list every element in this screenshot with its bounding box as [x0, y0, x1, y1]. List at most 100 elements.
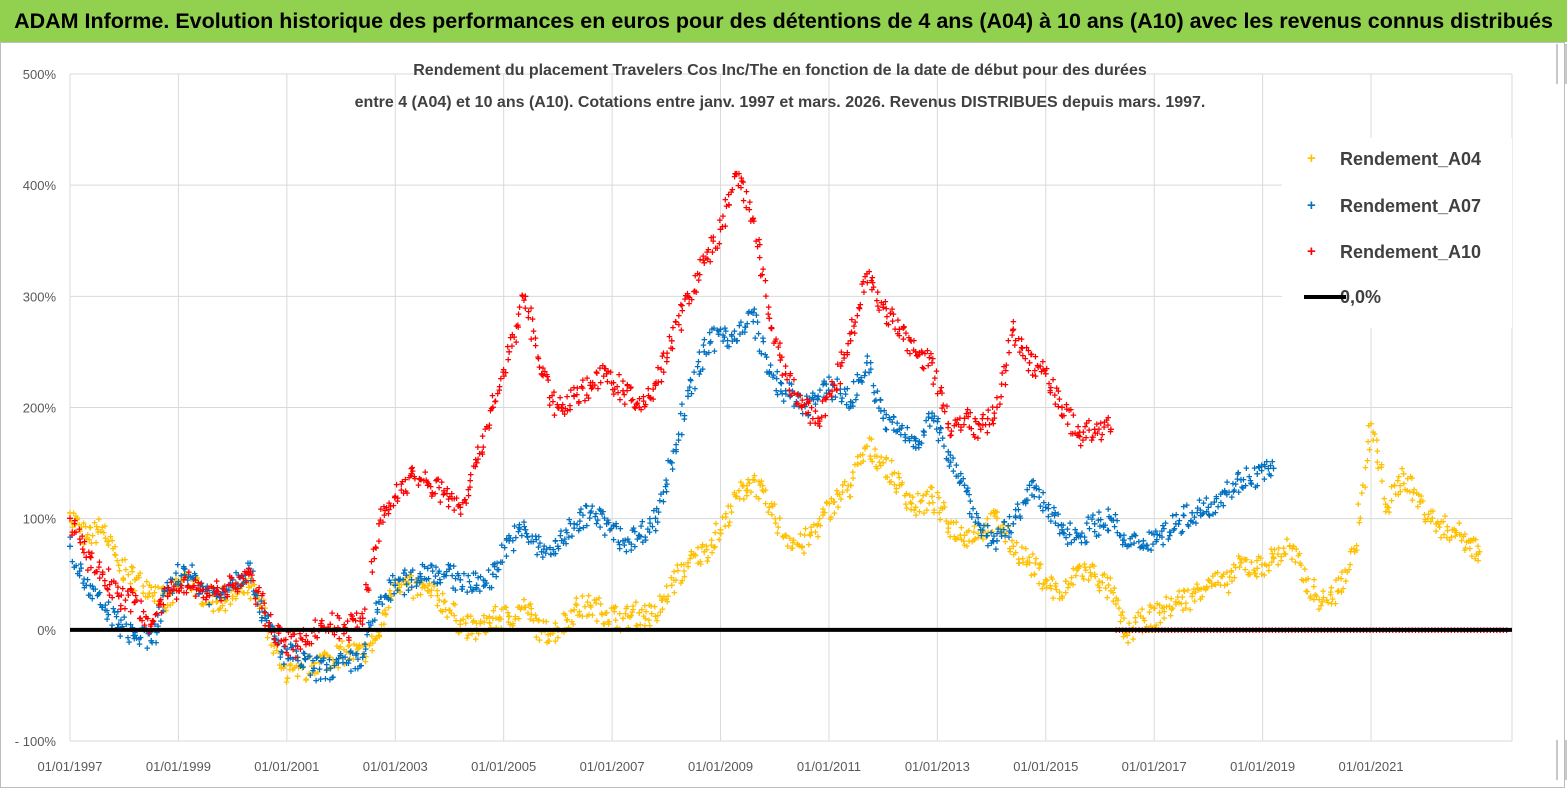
- data-point: +: [166, 589, 172, 601]
- data-point: +: [671, 575, 677, 587]
- data-point: +: [303, 674, 309, 686]
- data-point: +: [169, 587, 175, 599]
- data-point: +: [287, 661, 293, 673]
- data-point: +: [200, 599, 206, 611]
- data-point: +: [502, 368, 508, 380]
- data-point: +: [1189, 589, 1196, 603]
- data-point: +: [182, 569, 188, 581]
- data-point: +: [1254, 562, 1261, 576]
- data-point: +: [664, 479, 670, 491]
- data-point: +: [224, 592, 230, 604]
- data-point: +: [425, 581, 431, 593]
- data-point: +: [301, 654, 307, 666]
- data-point: +: [1038, 559, 1044, 571]
- data-point: +: [387, 585, 393, 597]
- data-point: +: [693, 287, 699, 299]
- y-tick-label: 0%: [37, 623, 56, 638]
- data-point: +: [324, 650, 330, 662]
- data-point: +: [1364, 455, 1370, 467]
- data-point: +: [233, 593, 239, 605]
- data-point: +: [207, 581, 213, 593]
- data-point: +: [414, 577, 420, 589]
- resize-handle-bottom[interactable]: [1556, 740, 1567, 780]
- legend-label-a10: Rendement_A10: [1340, 242, 1481, 263]
- data-series: ++++++++++ ++++++ + + ++++ +++ + ++++ ++ + + ++++++…: [66, 167, 1509, 689]
- data-point: +: [284, 673, 290, 685]
- data-point: +: [206, 599, 212, 611]
- data-point: +: [290, 665, 296, 677]
- data-point: +: [105, 536, 111, 548]
- data-point: +: [232, 586, 238, 598]
- data-point: +: [681, 566, 687, 578]
- data-point: +: [628, 382, 634, 394]
- data-point: +: [198, 599, 204, 611]
- data-point: +: [515, 322, 521, 334]
- data-point: +: [164, 598, 171, 612]
- data-point: +: [116, 566, 122, 578]
- data-point: +: [562, 610, 568, 622]
- data-point: +: [499, 604, 505, 616]
- data-point: +: [376, 536, 382, 548]
- data-point: +: [363, 651, 369, 663]
- data-point: +: [1374, 446, 1380, 458]
- data-point: +: [1420, 496, 1426, 508]
- data-point: +: [760, 336, 766, 348]
- data-point: +: [236, 587, 242, 599]
- resize-handle-top[interactable]: [1556, 44, 1567, 84]
- data-point: +: [222, 596, 228, 608]
- data-point: +: [512, 614, 518, 626]
- data-point: +: [498, 614, 504, 626]
- data-point: +: [220, 593, 226, 605]
- data-point: +: [561, 627, 567, 639]
- data-point: +: [159, 589, 165, 601]
- y-tick-label: 300%: [23, 289, 57, 304]
- data-point: +: [346, 640, 352, 652]
- x-tick-label: 01/01/1999: [146, 759, 211, 774]
- data-point: +: [278, 662, 285, 676]
- data-point: +: [366, 641, 372, 653]
- data-point: +: [599, 609, 605, 621]
- data-point: +: [831, 495, 838, 509]
- legend-item-a10: + Rendement_A10: [1282, 237, 1481, 267]
- data-point: +: [298, 661, 304, 673]
- data-point: +: [160, 582, 166, 594]
- data-point: +: [113, 550, 119, 562]
- data-point: +: [633, 597, 639, 609]
- data-point: +: [1083, 537, 1089, 549]
- data-point: +: [627, 612, 633, 624]
- data-point: +: [196, 578, 202, 590]
- data-point: +: [1225, 588, 1231, 600]
- data-point: +: [305, 651, 311, 663]
- data-point: +: [646, 615, 652, 627]
- data-point: +: [486, 618, 492, 630]
- data-point: +: [413, 575, 419, 587]
- data-point: +: [351, 639, 357, 651]
- data-point: +: [356, 640, 362, 652]
- data-point: +: [310, 656, 317, 670]
- data-point: +: [993, 512, 1000, 526]
- data-point: +: [486, 611, 492, 623]
- data-point: +: [303, 675, 309, 687]
- data-point: +: [88, 538, 94, 550]
- data-point: +: [559, 626, 565, 638]
- data-point: +: [617, 523, 623, 535]
- data-point: +: [465, 612, 471, 624]
- data-point: +: [287, 665, 293, 677]
- data-point: +: [633, 621, 639, 633]
- data-point: +: [467, 611, 473, 623]
- data-point: +: [516, 602, 522, 614]
- data-point: +: [1475, 549, 1481, 561]
- data-point: +: [93, 537, 99, 549]
- data-point: +: [1368, 417, 1375, 431]
- data-point: +: [306, 668, 312, 680]
- data-point: +: [70, 508, 76, 520]
- data-point: +: [177, 576, 183, 588]
- data-point: +: [329, 673, 335, 685]
- data-point: +: [442, 596, 448, 608]
- data-point: +: [584, 611, 590, 623]
- data-point: +: [381, 619, 387, 631]
- data-point: +: [510, 618, 516, 630]
- data-point: +: [281, 660, 287, 672]
- data-point: +: [451, 611, 457, 623]
- data-point: +: [507, 619, 513, 631]
